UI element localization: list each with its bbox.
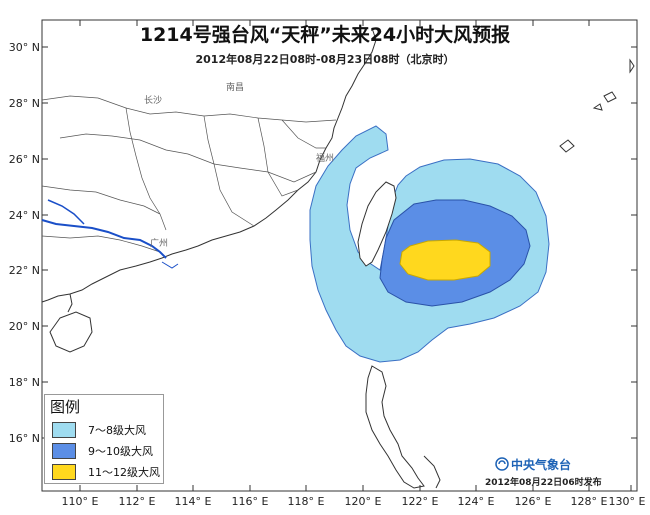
lat-label-28: 28° N <box>8 97 40 110</box>
legend-label: 9～10级大风 <box>88 445 153 458</box>
legend-swatch-blue <box>52 443 76 459</box>
coastline-mainland <box>41 27 377 303</box>
agency-logo-icon <box>495 457 509 471</box>
lat-label-22: 22° N <box>8 264 40 277</box>
legend-swatch-yellow <box>52 464 76 480</box>
lon-label-114: 114° E <box>174 495 212 508</box>
longitude-ticks <box>79 20 632 491</box>
legend-label: 7～8级大风 <box>88 424 146 437</box>
legend-label: 11～12级大风 <box>88 466 160 479</box>
map-title: 1214号强台风“天秤”未来24小时大风预报 <box>139 24 511 46</box>
lon-label-130: 130° E <box>608 495 646 508</box>
leizhou-peninsula <box>67 293 73 313</box>
lon-label-128: 128° E <box>570 495 608 508</box>
lon-label-118: 118° E <box>287 495 325 508</box>
luzon-island <box>365 365 425 489</box>
lon-label-122: 122° E <box>401 495 439 508</box>
lon-label-124: 124° E <box>457 495 495 508</box>
river-coastal <box>161 261 179 269</box>
province-boundaries <box>41 95 337 253</box>
pearl-river <box>41 219 167 259</box>
lon-label-120: 120° E <box>344 495 382 508</box>
lon-label-110: 110° E <box>61 495 99 508</box>
lon-label-112: 112° E <box>118 495 156 508</box>
city-label-changsha: 长沙 <box>144 96 163 106</box>
lat-label-18: 18° N <box>8 376 40 389</box>
lat-label-24: 24° N <box>8 209 40 222</box>
river-tributary <box>47 199 85 225</box>
issue-time: 2012年08月22日06时发布 <box>485 478 602 488</box>
map-legend: 图例 7～8级大风 9～10级大风 11～12级大风 <box>44 394 164 484</box>
lat-label-16: 16° N <box>8 432 40 445</box>
luzon-east-coast <box>423 455 441 489</box>
map-subtitle: 2012年08月22日08时-08月23日08时（北京时） <box>195 53 455 66</box>
lat-label-30: 30° N <box>8 41 40 54</box>
legend-title: 图例 <box>50 398 81 416</box>
hainan-island <box>49 311 93 353</box>
agency-name: 中央气象台 <box>511 458 572 472</box>
city-label-nanchang: 南昌 <box>226 83 245 93</box>
city-label-fuzhou: 福州 <box>316 154 335 164</box>
lon-label-126: 126° E <box>514 495 552 508</box>
lon-label-116: 116° E <box>231 495 269 508</box>
city-label-guangzhou: 广州 <box>150 239 169 249</box>
ryukyu-islands <box>559 58 635 153</box>
lat-label-20: 20° N <box>8 320 40 333</box>
gale-zone-11-12 <box>399 239 491 281</box>
legend-swatch-light-blue <box>52 422 76 438</box>
taiwan-island <box>357 181 397 267</box>
lat-label-26: 26° N <box>8 153 40 166</box>
